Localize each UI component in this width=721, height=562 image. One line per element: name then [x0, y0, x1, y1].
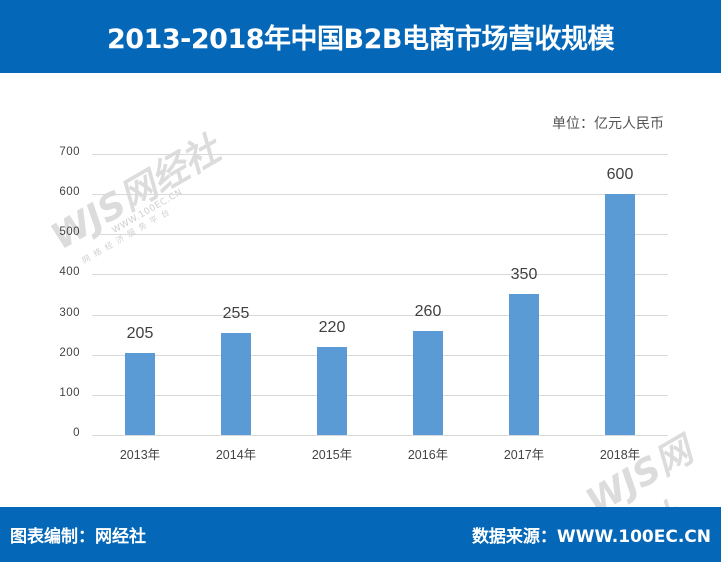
gridline — [92, 154, 668, 155]
x-axis-tick: 2013年 — [119, 448, 161, 462]
unit-label: 单位：亿元人民币 — [552, 116, 664, 132]
gridline — [92, 194, 668, 195]
bar-value-label: 260 — [414, 303, 442, 320]
x-axis-tick: 2017年 — [503, 448, 545, 462]
gridline — [92, 435, 668, 436]
bar-chart: 0 100 200 300 400 500 600 700 205 2013年 255 2014年 22… — [59, 146, 668, 462]
bar-value-label: 205 — [126, 325, 154, 342]
chart-footer: 图表编制：网经社 数据来源：WWW.100EC.CN — [0, 507, 721, 562]
footer-source: 数据来源：WWW.100EC.CN — [471, 527, 711, 547]
bar-2016年 — [413, 331, 443, 435]
bar-2017年 — [509, 294, 539, 435]
gridline — [92, 355, 668, 356]
x-axis-tick: 2014年 — [215, 448, 257, 462]
y-axis-tick: 600 — [59, 186, 80, 198]
y-axis-tick: 200 — [59, 347, 80, 359]
footer-credit: 图表编制：网经社 — [10, 527, 146, 547]
gridline — [92, 234, 668, 235]
bar-2014年 — [221, 333, 251, 435]
bar-value-label: 600 — [606, 166, 634, 183]
bar-value-label: 255 — [222, 305, 250, 322]
x-axis-tick: 2015年 — [311, 448, 353, 462]
bar-2013年 — [125, 353, 155, 435]
y-axis-tick: 300 — [59, 307, 80, 319]
y-axis-tick: 0 — [73, 427, 80, 439]
gridline — [92, 315, 668, 316]
chart-title: 2013-2018年中国B2B电商市场营收规模 — [107, 24, 614, 55]
gridline — [92, 274, 668, 275]
bar-2018年 — [605, 194, 635, 435]
gridline — [92, 395, 668, 396]
bar-value-label: 350 — [510, 266, 538, 283]
x-axis-tick: 2016年 — [407, 448, 449, 462]
x-axis-tick: 2018年 — [599, 448, 641, 462]
y-axis-tick: 700 — [59, 146, 80, 158]
y-axis-tick: 500 — [59, 226, 80, 238]
bar-2015年 — [317, 347, 347, 435]
bar-value-label: 220 — [318, 319, 346, 336]
y-axis-tick: 100 — [59, 387, 80, 399]
chart-header: 2013-2018年中国B2B电商市场营收规模 — [0, 0, 721, 73]
y-axis-tick: 400 — [59, 266, 80, 278]
